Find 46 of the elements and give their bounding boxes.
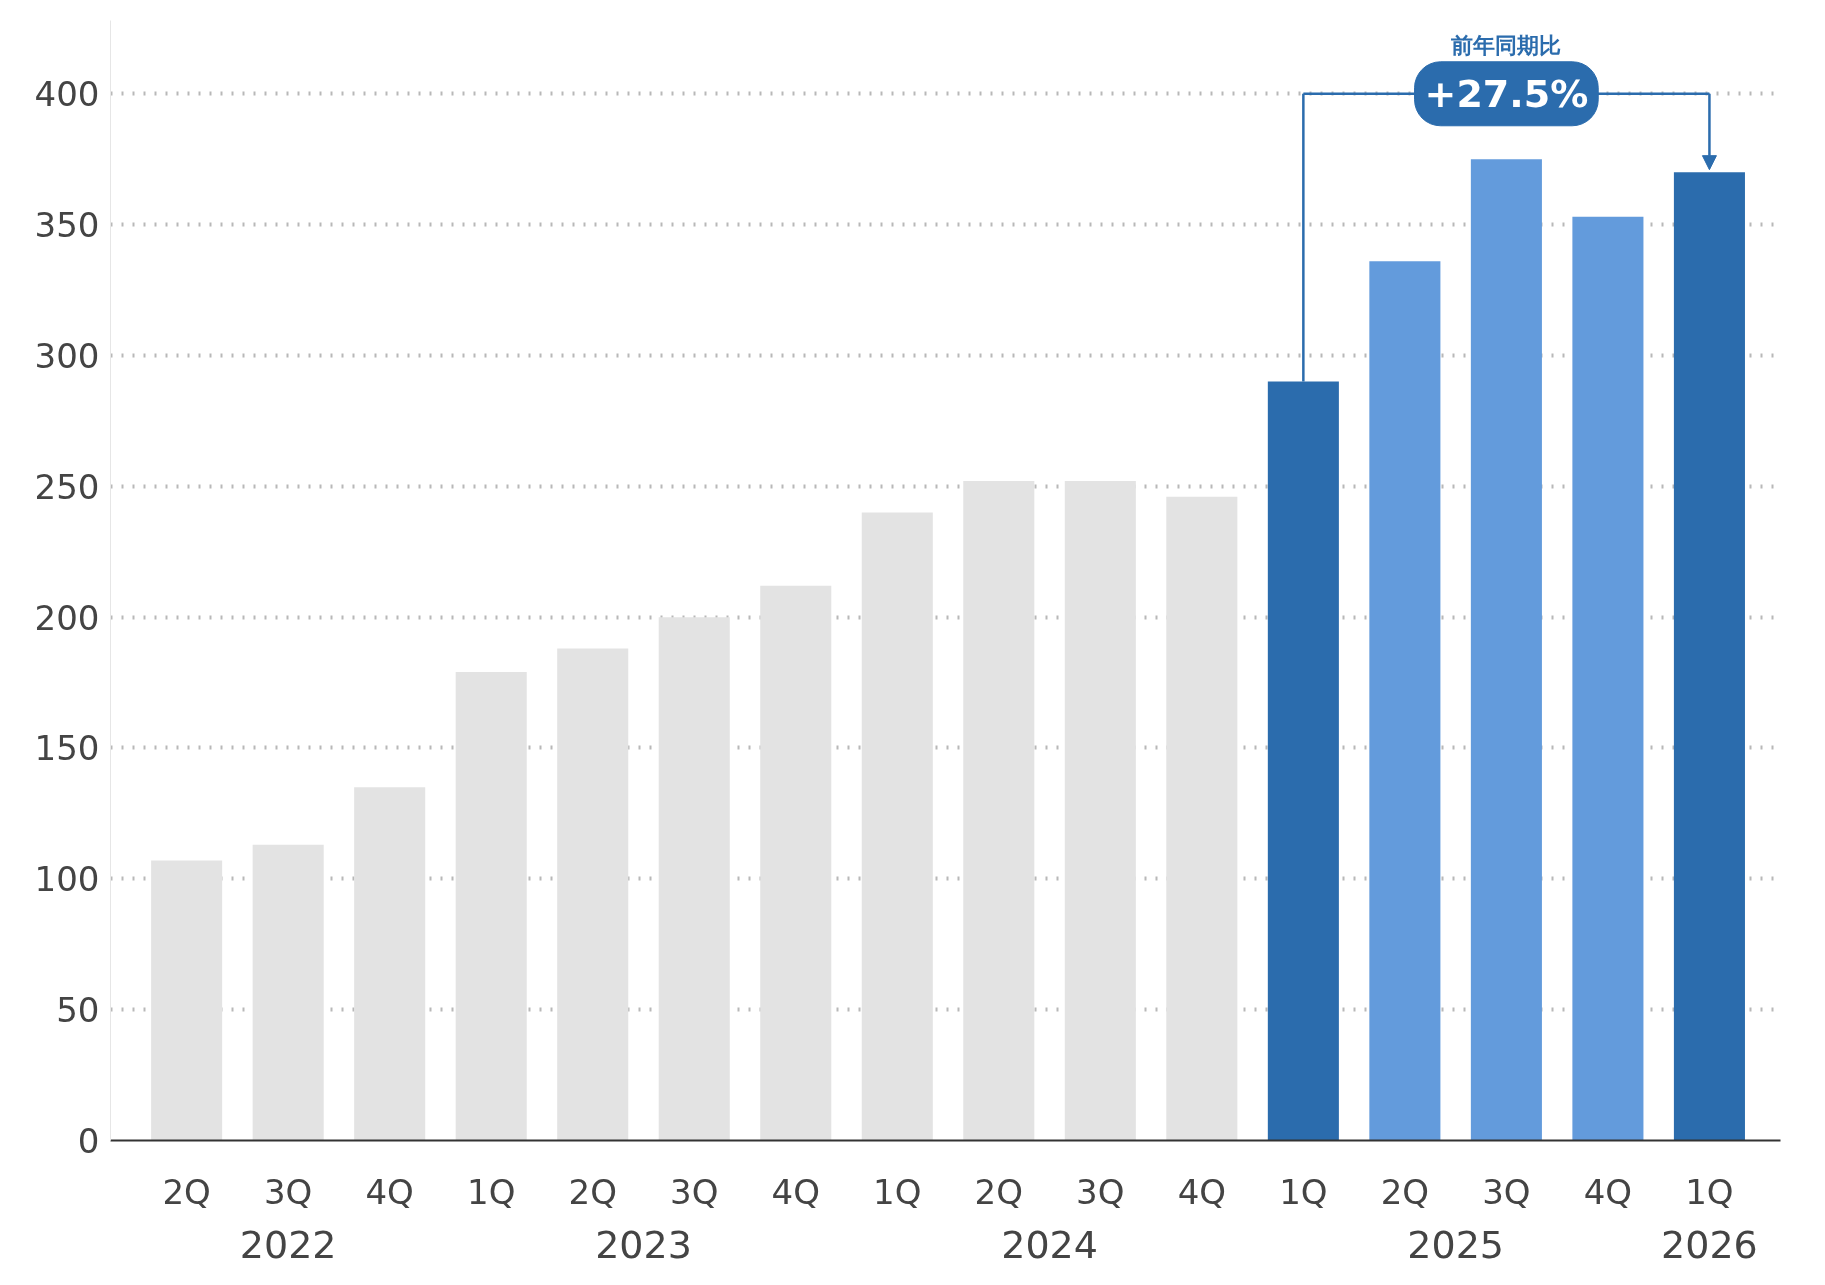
y-tick-label: 350 [34, 205, 100, 246]
x-tick-label: 1Q [1279, 1171, 1328, 1212]
x-tick-label: 4Q [1583, 1171, 1633, 1212]
bar [1572, 216, 1644, 1141]
x-tick-label: 2Q [162, 1171, 211, 1212]
bar [252, 844, 324, 1141]
text: 2026 [1661, 1222, 1758, 1267]
x-tick-label: 2Q [974, 1171, 1024, 1212]
y-tick-label: 300 [34, 335, 100, 376]
annotation: +27.5% [1424, 71, 1589, 116]
text: 2025 [1407, 1222, 1504, 1267]
x-tick-label: 4Q [365, 1171, 414, 1212]
x-tick-label: 1Q [1685, 1171, 1734, 1212]
text: 2022 [239, 1222, 337, 1267]
x-tick-label: 1Q [467, 1171, 516, 1212]
y-tick-label: 0 [77, 1121, 100, 1161]
y-tick-label: 100 [34, 859, 100, 900]
text: 2024 [1001, 1222, 1098, 1267]
bar [151, 860, 223, 1141]
x-tick-label: 2Q [568, 1171, 617, 1212]
bar [963, 481, 1035, 1141]
y-tick-label: 150 [34, 728, 100, 769]
y-tick-label: 50 [56, 990, 100, 1031]
text: 2023 [595, 1222, 692, 1267]
x-tick-label: 2Q [1380, 1171, 1430, 1212]
bar [861, 512, 933, 1141]
x-tick-label: 4Q [1177, 1171, 1227, 1212]
bar [1166, 496, 1238, 1141]
bar [658, 617, 730, 1141]
x-tick-label: 3Q [1076, 1171, 1125, 1212]
y-tick-label: 200 [34, 597, 100, 638]
bar [455, 672, 527, 1141]
x-tick-label: 3Q [670, 1171, 719, 1212]
bar [1369, 261, 1441, 1141]
annotation: 前年同期比 [1450, 32, 1562, 58]
x-tick-label: 4Q [771, 1171, 820, 1212]
bar [557, 648, 629, 1141]
bar [1470, 159, 1542, 1141]
x-tick-label: 3Q [1482, 1171, 1531, 1212]
bar [354, 787, 426, 1141]
x-tick-label: 3Q [263, 1171, 313, 1212]
y-tick-label: 250 [34, 466, 100, 507]
bar [1064, 481, 1136, 1141]
bar [760, 585, 832, 1141]
y-tick-label: 400 [34, 74, 100, 115]
x-tick-label: 1Q [873, 1171, 922, 1212]
